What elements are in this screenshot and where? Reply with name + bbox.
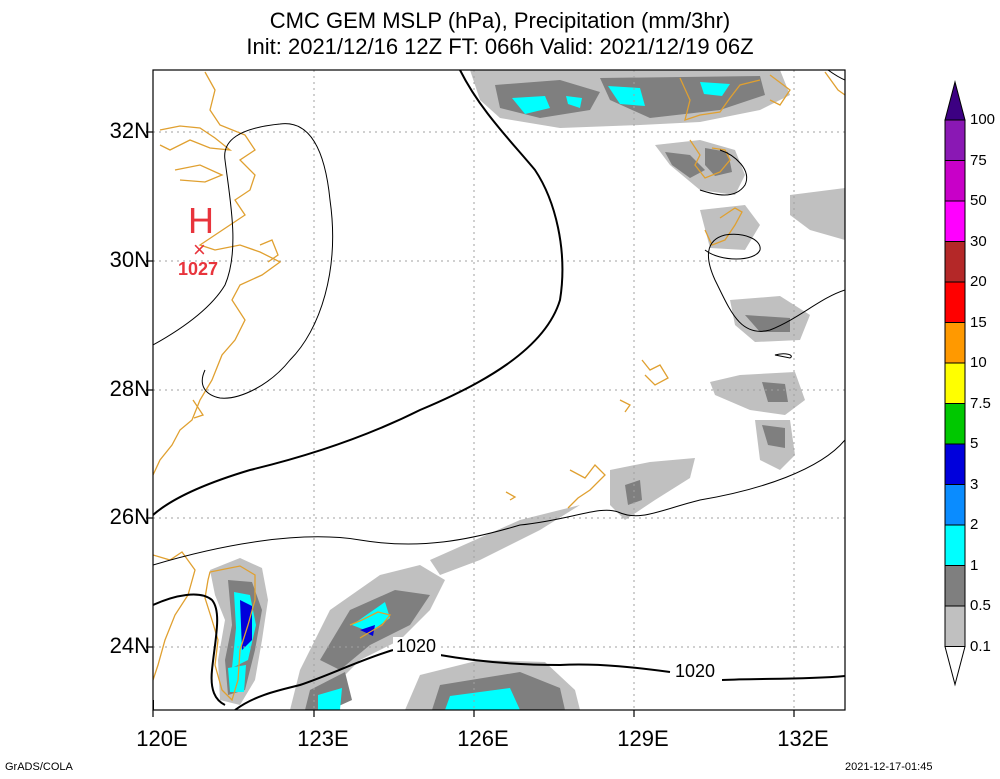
colorbar-bottom-arrow	[944, 646, 966, 687]
axis-ticks	[146, 131, 795, 717]
colorbar-swatch	[944, 281, 966, 323]
footer-software: GrADS/COLA	[5, 761, 73, 773]
colorbar-label: 30	[970, 232, 987, 250]
isobar-label-bg	[393, 637, 441, 659]
colorbar-swatch	[944, 524, 966, 566]
colorbar-swatch	[944, 160, 966, 202]
lon-label-120e: 120E	[136, 726, 188, 751]
precipitation-shading	[210, 70, 845, 710]
colorbar-swatch	[944, 484, 966, 526]
colorbar-label: 1	[970, 556, 979, 574]
colorbar-label: 5	[970, 435, 979, 452]
coastlines	[153, 71, 845, 702]
colorbar-label: 0.5	[970, 597, 991, 614]
colorbar-label: 0.1	[970, 637, 991, 655]
high-pressure-center-marker: ×	[193, 237, 206, 262]
isobar-label-bg	[672, 661, 722, 683]
isobar-label-1020-east: 1020	[675, 661, 716, 681]
colorbar-swatch	[944, 200, 966, 242]
colorbar	[944, 80, 966, 687]
colorbar-label: 7.5	[970, 394, 991, 412]
chart-title-line1: CMC GEM MSLP (hPa), Precipitation (mm/3h…	[269, 8, 731, 33]
isobar-label-1020-west: 1020	[396, 636, 437, 656]
lon-label-132e: 132E	[777, 726, 829, 751]
isobars-thick	[153, 70, 845, 710]
lon-label-126e: 126E	[457, 726, 509, 751]
grid-lines	[153, 70, 845, 710]
lat-label-28n: 28N	[109, 376, 150, 401]
colorbar-swatch	[944, 241, 966, 283]
high-pressure-symbol: H	[188, 200, 214, 241]
lat-label-24n: 24N	[109, 633, 150, 658]
lat-label-30n: 30N	[109, 247, 150, 272]
high-pressure-value: 1027	[178, 259, 219, 279]
footer-timestamp: 2021-12-17-01:45	[845, 761, 933, 773]
colorbar-swatch	[944, 403, 966, 445]
colorbar-swatch	[944, 362, 966, 404]
colorbar-top-arrow	[944, 80, 966, 121]
lat-label-32n: 32N	[109, 118, 150, 143]
colorbar-swatch	[944, 443, 966, 485]
colorbar-swatch	[944, 565, 966, 607]
lon-label-129e: 129E	[617, 726, 669, 751]
colorbar-label: 10	[970, 354, 987, 371]
colorbar-label: 50	[970, 192, 987, 209]
colorbar-label: 100	[970, 111, 996, 128]
colorbar-label: 2	[970, 516, 979, 533]
colorbar-swatch	[944, 119, 966, 161]
colorbar-label: 75	[970, 151, 987, 169]
colorbar-label: 3	[970, 475, 979, 493]
colorbar-swatch	[944, 322, 966, 364]
colorbar-swatch	[944, 605, 966, 647]
colorbar-label: 15	[970, 313, 987, 331]
lat-label-26n: 26N	[109, 504, 150, 529]
colorbar-label: 20	[970, 273, 987, 290]
isobars-thin	[153, 70, 845, 566]
lon-label-123e: 123E	[297, 726, 349, 751]
chart-title-line2: Init: 2021/12/16 12Z FT: 066h Valid: 202…	[246, 34, 754, 59]
